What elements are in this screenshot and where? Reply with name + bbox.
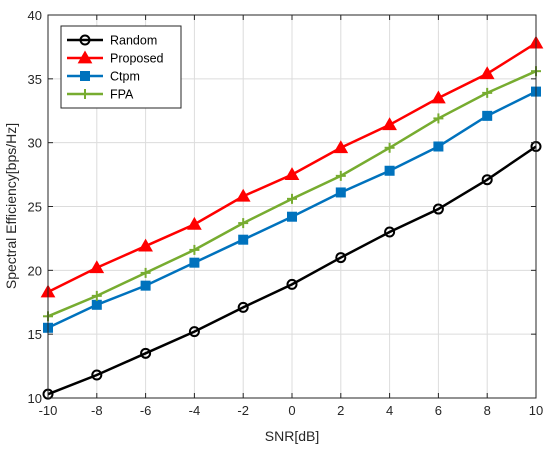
data-point-ctpm (482, 110, 493, 121)
y-tick-label: 30 (28, 136, 42, 151)
data-point-proposed (333, 140, 349, 154)
legend: Random Proposed Ctpm FPA (60, 25, 182, 109)
x-tick-label: 4 (386, 403, 393, 418)
data-point-proposed (382, 117, 397, 131)
data-point-random (140, 347, 152, 359)
series-line-random (47, 145, 537, 396)
legend-marker (80, 89, 90, 99)
x-tick-label: 6 (435, 403, 442, 418)
data-point-ctpm (384, 165, 395, 176)
data-point-ctpm (335, 187, 346, 198)
x-tick-label: 0 (288, 403, 295, 418)
data-point-proposed (284, 167, 300, 180)
data-point-random (188, 326, 200, 338)
data-point-proposed (89, 260, 105, 274)
legend-label: Ctpm (110, 70, 140, 84)
data-point-ctpm (287, 211, 297, 222)
data-point-ctpm (238, 234, 249, 245)
x-axis-label: SNR[dB] (265, 428, 319, 444)
legend-item-fpa: FPA (67, 88, 134, 102)
data-point-fpa (91, 290, 102, 301)
data-point-random (335, 252, 347, 264)
data-point-fpa (140, 267, 151, 278)
data-point-random (384, 226, 396, 238)
y-tick-label: 40 (28, 8, 42, 23)
x-tick-label: -8 (91, 403, 103, 418)
data-point-proposed (138, 238, 153, 252)
data-point-random (481, 174, 493, 186)
data-point-ctpm (189, 257, 200, 268)
y-tick-label: 25 (28, 200, 42, 215)
legend-marker (77, 50, 93, 64)
data-point-proposed (431, 90, 446, 104)
y-tick-label: 10 (28, 391, 42, 406)
x-tick-label: -4 (189, 403, 201, 418)
data-point-random (432, 203, 444, 215)
data-point-proposed (479, 66, 495, 80)
data-point-ctpm (91, 299, 102, 310)
legend-marker (80, 71, 90, 81)
data-point-fpa (482, 87, 493, 98)
data-point-ctpm (140, 280, 151, 291)
legend-marker (79, 34, 91, 46)
legend-item-ctpm: Ctpm (67, 70, 140, 84)
data-point-ctpm (433, 141, 444, 152)
data-point-proposed (187, 216, 202, 230)
legend-label: Random (110, 34, 157, 48)
data-point-random (286, 278, 298, 290)
y-tick-label: 20 (28, 263, 42, 278)
data-point-fpa (238, 218, 249, 229)
x-tick-label: 10 (529, 403, 543, 418)
y-axis-label: Spectral Efficiency[bps/Hz] (3, 123, 19, 289)
x-tick-label: 8 (484, 403, 491, 418)
data-point-fpa (189, 244, 200, 255)
x-tick-label: -6 (140, 403, 152, 418)
x-tick-label: -10 (39, 403, 58, 418)
legend-item-proposed: Proposed (67, 50, 164, 66)
legend-label: FPA (110, 88, 134, 102)
x-tick-label: 2 (337, 403, 344, 418)
x-tick-label: -2 (237, 403, 249, 418)
data-point-proposed (235, 188, 251, 202)
axis-ticks: -10 -8 -6 -4 -2 0 2 4 6 8 10 10 15 20 25 30 35 40 (28, 8, 544, 418)
data-point-fpa (384, 142, 395, 153)
legend-label: Proposed (110, 52, 164, 66)
y-tick-label: 35 (28, 72, 42, 87)
y-tick-label: 15 (28, 327, 42, 342)
legend-item-random: Random (67, 34, 157, 48)
data-point-fpa (433, 113, 444, 124)
data-point-fpa (287, 193, 297, 204)
data-point-random (91, 369, 103, 381)
data-point-fpa (335, 170, 346, 181)
data-point-random (237, 301, 249, 313)
